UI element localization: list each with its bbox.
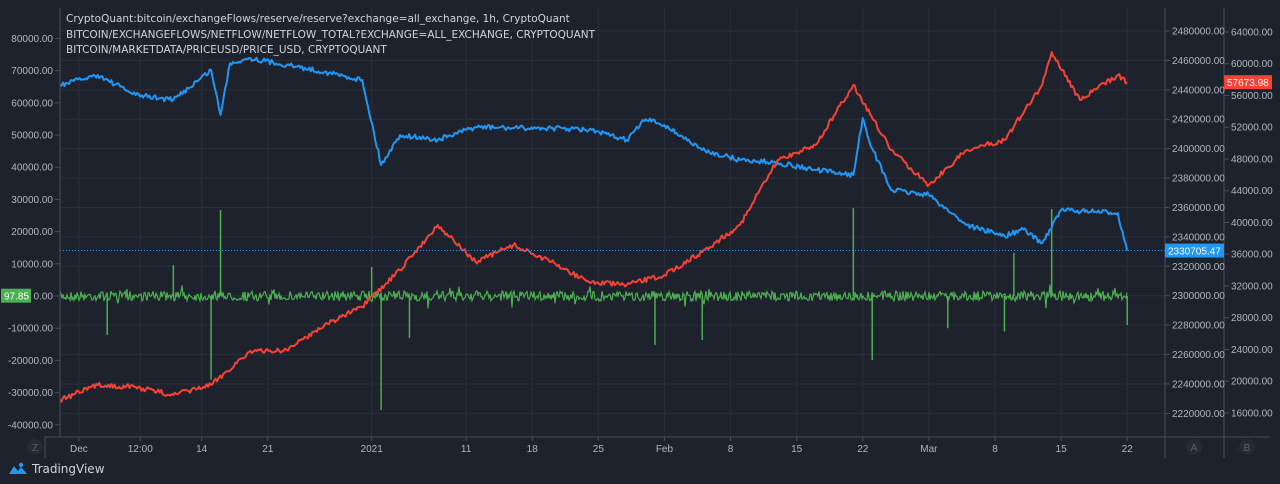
axis-b-tick-label: 44000.00 — [1231, 186, 1273, 197]
x-tick-label: 15 — [791, 444, 803, 455]
x-tick-label: 18 — [527, 444, 539, 455]
axis-b-tick-label: 64000.00 — [1231, 28, 1273, 39]
scale-button-left-label[interactable]: Z — [32, 443, 38, 454]
x-tick-label: Dec — [70, 444, 88, 455]
price-last-value-label — [1224, 75, 1272, 90]
left-tick-label: -40000.00 — [8, 420, 53, 431]
scale-button-b[interactable] — [1239, 439, 1255, 455]
legend: CryptoQuant:bitcoin/exchangeFlows/reserv… — [66, 12, 595, 59]
legend-netflow[interactable]: BITCOIN/EXCHANGEFLOWS/NETFLOW/NETFLOW_TO… — [66, 28, 596, 41]
axis-a-tick-label: 2280000.00 — [1172, 321, 1225, 332]
tradingview-logo[interactable]: TradingView — [8, 462, 105, 476]
axis-a-tick-label: 2460000.00 — [1172, 56, 1225, 67]
x-tick-label: 14 — [196, 444, 208, 455]
axis-a-tick-label: 2320000.00 — [1172, 262, 1225, 273]
legend-reserve[interactable]: CryptoQuant:bitcoin/exchangeFlows/reserv… — [66, 13, 570, 25]
axis-a-tick-label: 2240000.00 — [1172, 379, 1225, 390]
axis-a-tick-label: 2420000.00 — [1172, 115, 1225, 126]
axis-a-tick-label: 2340000.00 — [1172, 232, 1225, 243]
x-tick-label: 8 — [728, 444, 734, 455]
netflow-last-value-label — [1, 288, 31, 303]
left-tick-label: 40000.00 — [11, 163, 53, 174]
series-layer — [59, 51, 1165, 410]
left-tick-label: 20000.00 — [11, 227, 53, 238]
axis-a-tick-label: 2480000.00 — [1172, 27, 1225, 38]
left-tick-label: -20000.00 — [8, 356, 53, 367]
scale-button-left[interactable] — [27, 439, 43, 455]
x-tick-label: 2021 — [361, 444, 384, 455]
x-tick-label: 21 — [262, 444, 274, 455]
axis-b-tick-label: 36000.00 — [1231, 250, 1273, 261]
axis-b-tick-label: 32000.00 — [1231, 281, 1273, 292]
axes: Dec 12:00 14 21 2021 11 18 25 Feb 8 15 22 Mar 8 15 2280… — [1, 8, 1273, 458]
axis-b-tick-label: 28000.00 — [1231, 313, 1273, 324]
x-tick-label: 22 — [1122, 444, 1134, 455]
x-tick-label: 11 — [461, 444, 472, 455]
series-line-A[interactable] — [59, 56, 1129, 251]
left-tick-label: 60000.00 — [11, 98, 53, 109]
x-tick-label: 22 — [857, 444, 869, 455]
netflow-last-value-label-text: 97.85 — [4, 292, 29, 303]
axis-b-tick-label: 48000.00 — [1231, 154, 1273, 165]
axis-b-tick-label: 24000.00 — [1231, 345, 1273, 356]
x-tick-label: Mar — [920, 444, 938, 455]
x-tick-label: 25 — [593, 444, 605, 455]
axis-a-tick-label: 2400000.00 — [1172, 144, 1225, 155]
series-line-B[interactable] — [59, 51, 1128, 403]
axis-b-tick-label: 16000.00 — [1231, 408, 1273, 419]
axis-a-tick-label: 2360000.00 — [1172, 203, 1225, 214]
scale-button-b-label[interactable]: B — [1244, 443, 1251, 454]
left-tick-label: -30000.00 — [8, 388, 53, 399]
scale-button-a[interactable] — [1186, 439, 1202, 455]
legend-price[interactable]: BITCOIN/MARKETDATA/PRICEUSD/PRICE_USD, C… — [66, 44, 387, 56]
axis-b-tick-label: 52000.00 — [1231, 123, 1273, 134]
x-tick-label: 8 — [992, 444, 998, 455]
scale-button-a-label[interactable]: A — [1191, 443, 1198, 454]
tradingview-logo-icon — [9, 462, 27, 474]
axis-b-tick-label: 60000.00 — [1231, 59, 1273, 70]
axis-b-tick-label: 56000.00 — [1231, 91, 1273, 102]
x-tick-label: Feb — [656, 444, 674, 455]
x-tick-label: 15 — [1056, 444, 1068, 455]
axis-a-tick-label: 2260000.00 — [1172, 350, 1225, 361]
axis-b-tick-label: 40000.00 — [1231, 218, 1273, 229]
axis-a-tick-label: 2440000.00 — [1172, 85, 1225, 96]
axis-a-tick-label: 2220000.00 — [1172, 409, 1225, 420]
left-tick-label: -10000.00 — [8, 324, 53, 335]
left-tick-label: 50000.00 — [11, 131, 53, 142]
reserve-last-value-label-text: 2330705.47 — [1168, 247, 1221, 258]
axis-b-tick-label: 20000.00 — [1231, 377, 1273, 388]
reserve-last-value-label — [1165, 243, 1224, 258]
series-line-netflow[interactable] — [59, 284, 1128, 309]
left-tick-label: 10000.00 — [11, 259, 53, 270]
x-tick-label: 12:00 — [128, 444, 153, 455]
axis-a-tick-label: 2380000.00 — [1172, 174, 1225, 185]
axis-a-tick-label: 2300000.00 — [1172, 291, 1225, 302]
price-last-value-label-text: 57673.98 — [1227, 78, 1269, 89]
grid — [60, 8, 1165, 437]
left-tick-label: 30000.00 — [11, 195, 53, 206]
left-tick-label: 0.00 — [34, 292, 54, 303]
tradingview-logo-text: TradingView — [32, 462, 105, 476]
left-tick-label: 80000.00 — [11, 34, 53, 45]
left-tick-label: 70000.00 — [11, 66, 53, 77]
